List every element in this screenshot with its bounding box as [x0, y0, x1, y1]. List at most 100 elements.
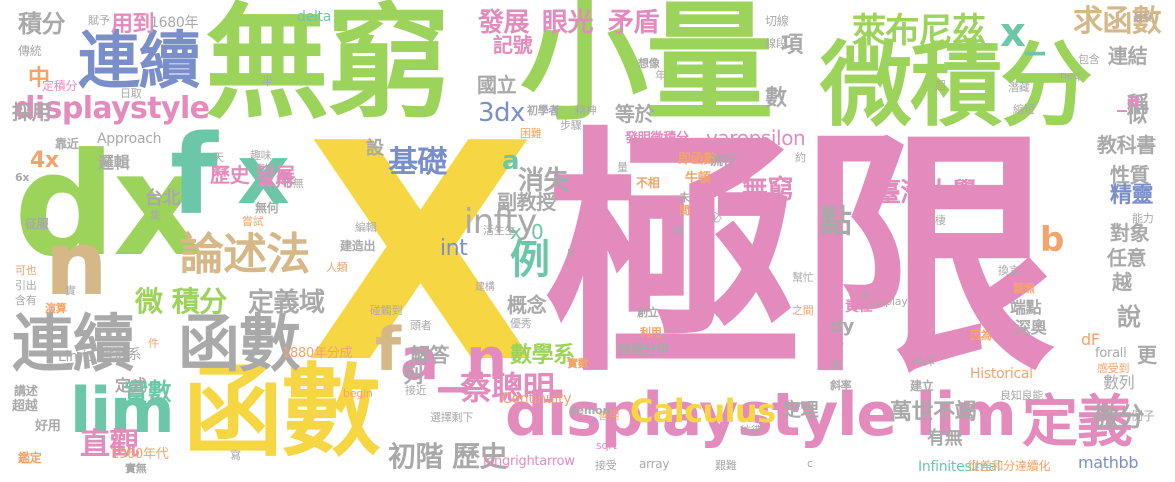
cloud-word: 線段 — [765, 37, 787, 50]
cloud-word: 萬世不竭 — [890, 400, 977, 425]
cloud-word: 記號 — [493, 33, 533, 57]
cloud-word: 建構 — [475, 282, 495, 293]
cloud-word: c — [807, 457, 813, 470]
cloud-word: 流行 — [710, 154, 736, 169]
cloud-word: infty — [464, 202, 537, 242]
cloud-word: 選擇剩下 — [430, 411, 474, 424]
cloud-word: Approach — [97, 131, 162, 147]
cloud-word: 深奧 — [1015, 318, 1047, 337]
cloud-word: y — [130, 382, 137, 395]
cloud-word: demon — [569, 404, 611, 417]
cloud-word: 國立 — [477, 73, 517, 97]
cloud-word: 越 — [1112, 270, 1132, 294]
cloud-word: 靠近 — [55, 137, 79, 151]
cloud-word: varepsilon — [706, 126, 806, 150]
cloud-word: 設 — [366, 138, 384, 159]
cloud-word: 幫忙 — [792, 271, 814, 284]
cloud-word: 連續 — [78, 24, 201, 97]
cloud-word: 極限 — [545, 107, 1056, 407]
cloud-word: 演算 — [45, 302, 67, 315]
cloud-word: 集 — [150, 209, 161, 222]
cloud-word: 步驟 — [560, 119, 582, 132]
cloud-word: 優秀 — [510, 317, 532, 330]
cloud-word: 因為 — [970, 329, 992, 342]
cloud-word: 接近 — [405, 384, 427, 397]
cloud-word: 列 — [403, 363, 423, 387]
cloud-word: 感受到 — [1097, 362, 1130, 375]
cloud-word: 斜率 — [830, 379, 852, 392]
cloud-word: 無何 — [255, 201, 279, 215]
cloud-word: 編輯 — [355, 221, 377, 234]
cloud-word: sqrt — [596, 439, 617, 452]
cloud-word: dF — [1081, 330, 1100, 349]
cloud-word: 精神 — [575, 104, 597, 117]
cloud-word: 函數 — [183, 353, 381, 470]
cloud-word: 台北 — [145, 188, 181, 209]
cloud-word: 矛盾 — [608, 8, 659, 38]
cloud-word: 實無 — [125, 462, 147, 475]
cloud-word: 1680年 — [150, 15, 199, 31]
cloud-word: 良知良能 — [1000, 389, 1044, 402]
cloud-word: 用到 — [111, 12, 155, 37]
cloud-word: 發明微積分 — [625, 131, 689, 146]
cloud-word: Continuity — [502, 391, 572, 407]
cloud-word: 4x — [30, 148, 59, 173]
cloud-word: dx — [14, 123, 204, 288]
cloud-word: 微積分甲 — [618, 343, 669, 358]
cloud-word: 鑑定 — [18, 451, 42, 465]
cloud-word: 基礎 — [388, 145, 447, 180]
cloud-word: Historical — [970, 366, 1033, 382]
cloud-word: 從差和分達續化 — [968, 459, 1051, 473]
cloud-word: 定理 — [783, 400, 819, 421]
cloud-word: 切線 — [765, 14, 789, 28]
cloud-word: b — [1040, 220, 1064, 260]
cloud-word: 不無 — [282, 177, 304, 190]
cloud-word: 消失 — [518, 166, 569, 196]
cloud-word: array — [639, 457, 670, 471]
cloud-word: 微積分 — [820, 32, 1092, 139]
cloud-word: 總 — [673, 224, 684, 237]
cloud-word: 指 — [822, 338, 844, 363]
cloud-word: 量 — [617, 161, 628, 174]
cloud-word: longrightarrow — [483, 454, 575, 469]
cloud-word: X — [305, 80, 536, 429]
cloud-word: 發展 — [478, 8, 529, 38]
cloud-word: 任意 — [1107, 246, 1147, 270]
cloud-word: 點 — [820, 202, 852, 240]
cloud-word: Limit — [58, 349, 92, 365]
cloud-word: 等於 — [615, 102, 655, 126]
cloud-word: 實數 — [124, 378, 172, 406]
cloud-word: Calculus — [630, 392, 776, 430]
cloud-word: display — [870, 295, 908, 308]
cloud-word: 未 — [679, 191, 690, 204]
cloud-word: 趣味 — [250, 149, 272, 162]
cloud-word: 蔡聰明 — [460, 369, 555, 407]
cloud-word: 彷彿 — [740, 424, 762, 437]
cloud-word: mathbb — [1078, 453, 1139, 472]
cloud-word: 實 — [65, 284, 76, 297]
cloud-word: 臺灣大學 — [875, 178, 977, 208]
cloud-word: 超 — [935, 79, 946, 92]
cloud-word: begin — [343, 387, 373, 400]
cloud-word: 換言 — [998, 264, 1020, 277]
cloud-word: a — [502, 146, 520, 176]
cloud-word: 端點 — [1010, 298, 1042, 317]
cloud-word: 即函數 — [678, 152, 717, 167]
cloud-word: 鄉 — [830, 359, 841, 372]
cloud-word: 初學者 — [527, 104, 560, 117]
cloud-word: 更 — [1137, 343, 1157, 367]
cloud-word: 年 — [655, 69, 666, 82]
cloud-word: 生 — [786, 399, 797, 412]
cloud-word: 排斥 — [912, 354, 936, 368]
cloud-word: 邏輯 — [98, 153, 130, 172]
cloud-word: 件 — [148, 337, 159, 350]
cloud-word: 對象 — [1110, 221, 1150, 245]
cloud-word: 直觀 — [80, 427, 139, 462]
cloud-word: forall — [1095, 346, 1127, 361]
cloud-word: 實數 — [567, 357, 589, 370]
cloud-word: 創立 — [637, 306, 659, 319]
cloud-word: 好用 — [35, 419, 61, 434]
cloud-word: 積分 — [18, 10, 66, 38]
cloud-word: 1880年分成 — [282, 346, 353, 361]
cloud-word: 日取 — [120, 87, 142, 100]
